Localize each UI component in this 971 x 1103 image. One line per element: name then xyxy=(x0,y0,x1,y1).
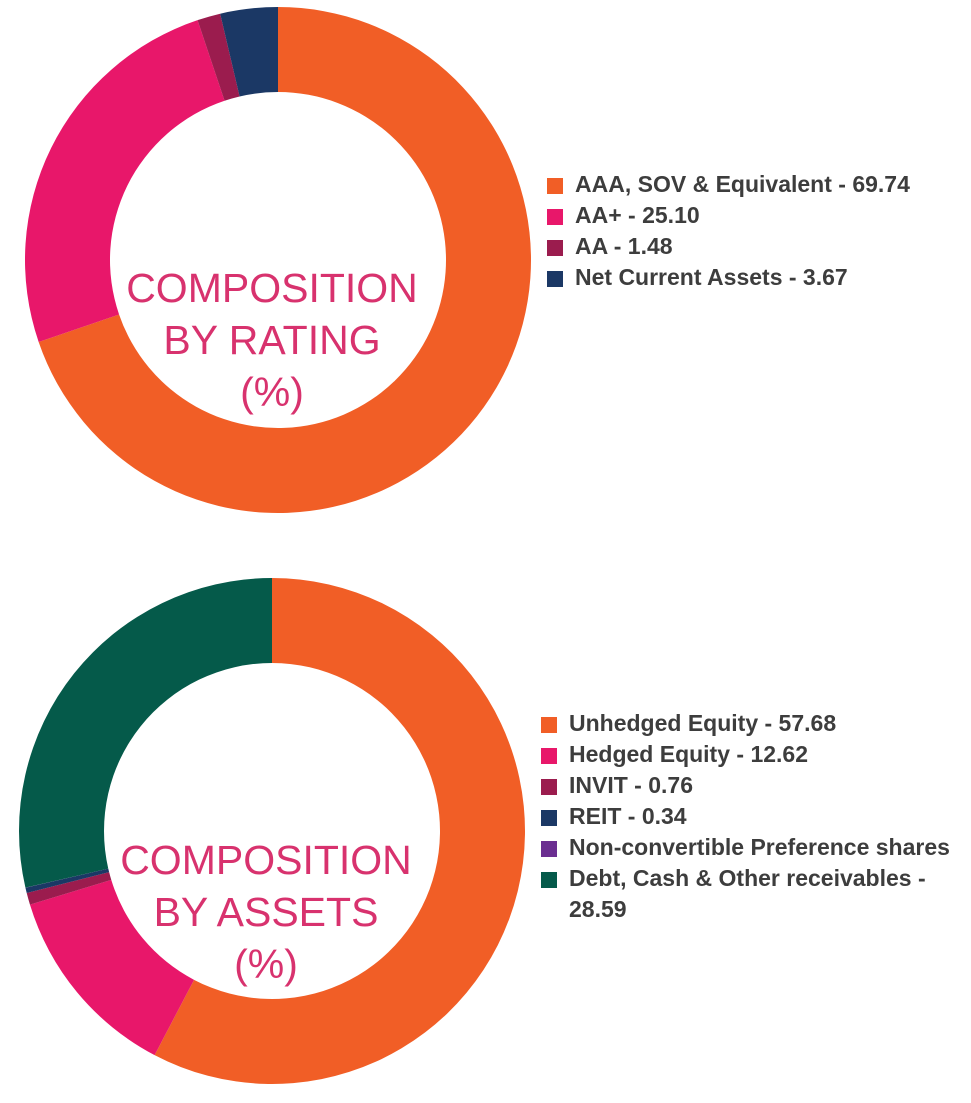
legend-item: AA - 1.48 xyxy=(547,231,947,262)
assets-slice-0 xyxy=(154,578,525,1084)
legend-item: Non-convertible Preference shares xyxy=(541,832,971,863)
legend-label: REIT - 0.34 xyxy=(569,803,687,829)
assets-slice-4 xyxy=(25,868,109,888)
assets-center-line-2: BY ASSETS xyxy=(153,889,379,935)
legend-item: Net Current Assets - 3.67 xyxy=(547,262,947,293)
rating-center-line-2: BY RATING xyxy=(163,317,381,363)
legend-swatch xyxy=(547,240,563,256)
assets-slice-5 xyxy=(18,578,273,888)
legend-swatch xyxy=(541,841,557,857)
legend-swatch xyxy=(547,209,563,225)
legend-item: INVIT - 0.76 xyxy=(541,770,971,801)
legend-label: Net Current Assets - 3.67 xyxy=(575,264,848,290)
rating-center-line-1: COMPOSITION xyxy=(126,265,418,311)
assets-center-title: COMPOSITION BY ASSETS (%) xyxy=(96,834,436,990)
legend-item: Unhedged Equity - 57.68 xyxy=(541,708,971,739)
legend-swatch xyxy=(547,271,563,287)
legend-swatch xyxy=(541,779,557,795)
legend-item: AAA, SOV & Equivalent - 69.74 xyxy=(547,169,947,200)
rating-slice-3 xyxy=(220,7,278,97)
rating-slice-0 xyxy=(38,7,532,513)
rating-slice-1 xyxy=(24,20,225,342)
legend-label: AA+ - 25.10 xyxy=(575,202,700,228)
assets-slice-3 xyxy=(25,868,110,893)
legend-swatch xyxy=(547,178,563,194)
legend-swatch xyxy=(541,810,557,826)
assets-slice-1 xyxy=(29,879,195,1056)
legend-label: INVIT - 0.76 xyxy=(569,772,693,798)
rating-donut-chart xyxy=(24,7,532,513)
legend-swatch xyxy=(541,748,557,764)
legend-item: AA+ - 25.10 xyxy=(547,200,947,231)
rating-center-line-3: (%) xyxy=(240,369,304,415)
legend-swatch xyxy=(541,872,557,888)
legend-label: AAA, SOV & Equivalent - 69.74 xyxy=(575,171,910,197)
legend-label: Unhedged Equity - 57.68 xyxy=(569,710,837,736)
assets-slice-2 xyxy=(26,872,112,905)
legend-label: Non-convertible Preference shares xyxy=(569,834,950,860)
assets-legend: Unhedged Equity - 57.68 Hedged Equity - … xyxy=(541,708,971,925)
legend-label: AA - 1.48 xyxy=(575,233,673,259)
legend-item: Debt, Cash & Other receivables - 28.59 xyxy=(541,863,971,925)
assets-center-line-3: (%) xyxy=(234,941,298,987)
legend-label: Hedged Equity - 12.62 xyxy=(569,741,809,767)
assets-center-line-1: COMPOSITION xyxy=(120,837,412,883)
legend-item: Hedged Equity - 12.62 xyxy=(541,739,971,770)
legend-swatch xyxy=(541,717,557,733)
legend-item: REIT - 0.34 xyxy=(541,801,971,832)
assets-donut-chart xyxy=(18,578,525,1084)
rating-slice-2 xyxy=(197,13,240,101)
rating-center-title: COMPOSITION BY RATING (%) xyxy=(102,262,442,418)
rating-legend: AAA, SOV & Equivalent - 69.74 AA+ - 25.1… xyxy=(547,169,947,293)
legend-label: Debt, Cash & Other receivables - 28.59 xyxy=(569,865,926,922)
